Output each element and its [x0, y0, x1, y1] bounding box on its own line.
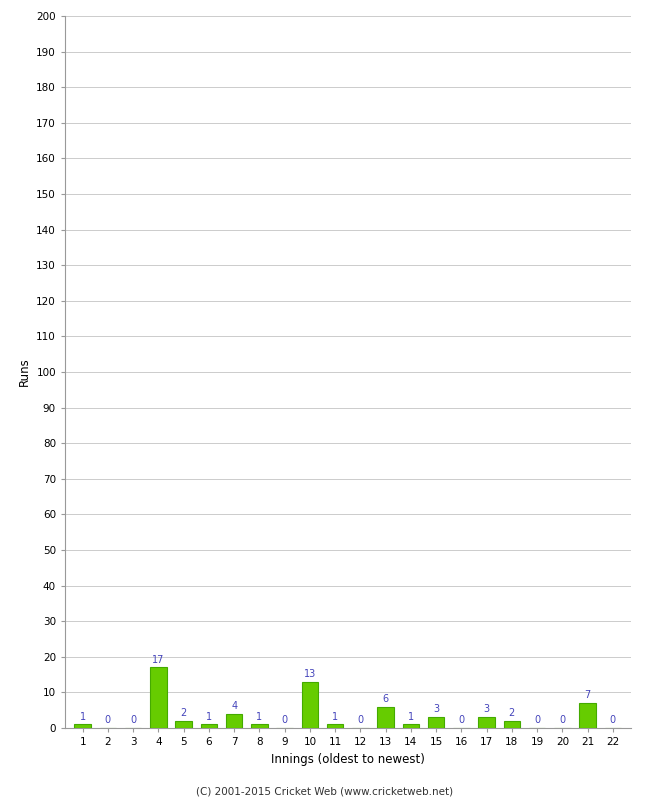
Bar: [150, 667, 166, 728]
Text: 0: 0: [105, 715, 111, 725]
Bar: [251, 725, 268, 728]
Text: 0: 0: [610, 715, 616, 725]
Bar: [402, 725, 419, 728]
Text: 3: 3: [433, 705, 439, 714]
Text: 1: 1: [332, 711, 338, 722]
Bar: [201, 725, 217, 728]
Text: 1: 1: [206, 711, 212, 722]
Text: 2: 2: [181, 708, 187, 718]
Text: 1: 1: [256, 711, 263, 722]
Bar: [176, 721, 192, 728]
Bar: [504, 721, 520, 728]
Y-axis label: Runs: Runs: [18, 358, 31, 386]
X-axis label: Innings (oldest to newest): Innings (oldest to newest): [271, 753, 424, 766]
Bar: [327, 725, 343, 728]
Text: 0: 0: [358, 715, 363, 725]
Text: 0: 0: [281, 715, 288, 725]
Text: 3: 3: [484, 705, 489, 714]
Text: 0: 0: [458, 715, 464, 725]
Text: 1: 1: [79, 711, 86, 722]
Bar: [428, 718, 445, 728]
Bar: [75, 725, 91, 728]
Text: 0: 0: [559, 715, 566, 725]
Text: 13: 13: [304, 669, 316, 679]
Text: 0: 0: [130, 715, 136, 725]
Bar: [579, 703, 596, 728]
Text: (C) 2001-2015 Cricket Web (www.cricketweb.net): (C) 2001-2015 Cricket Web (www.cricketwe…: [196, 786, 454, 796]
Bar: [478, 718, 495, 728]
Text: 4: 4: [231, 701, 237, 711]
Text: 17: 17: [152, 654, 164, 665]
Text: 0: 0: [534, 715, 540, 725]
Bar: [226, 714, 242, 728]
Text: 7: 7: [584, 690, 591, 700]
Text: 2: 2: [509, 708, 515, 718]
Text: 6: 6: [383, 694, 389, 704]
Text: 1: 1: [408, 711, 414, 722]
Bar: [302, 682, 318, 728]
Bar: [378, 706, 394, 728]
